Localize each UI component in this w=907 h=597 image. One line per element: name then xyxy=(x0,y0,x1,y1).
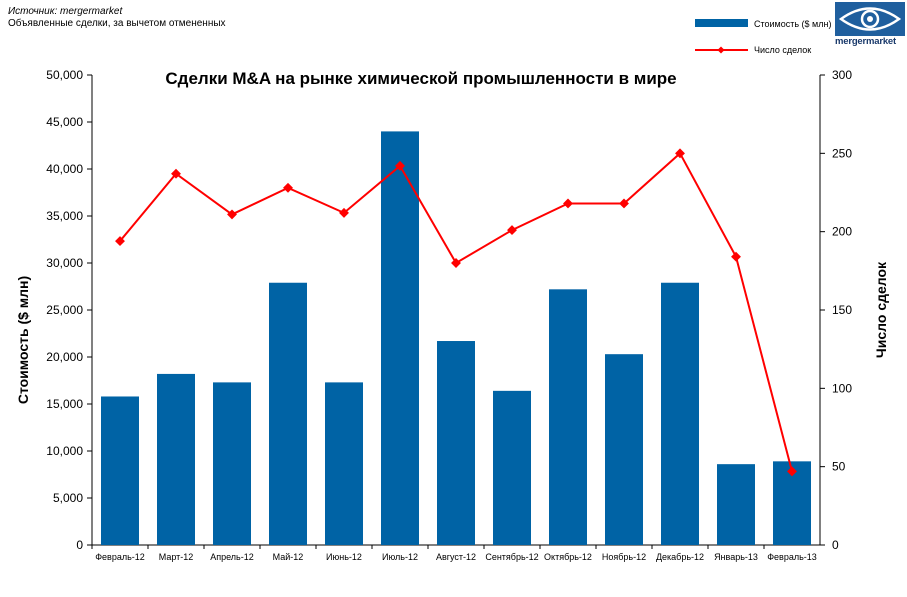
left-tick-label: 50,000 xyxy=(46,68,83,82)
line-point xyxy=(283,182,293,193)
right-axis-title: Число сделок xyxy=(873,261,889,358)
right-tick-label: 0 xyxy=(832,538,839,552)
bar xyxy=(717,464,755,545)
x-tick-label: Май-12 xyxy=(273,552,304,562)
source-note: Источник: mergermarket xyxy=(8,6,123,17)
left-tick-label: 35,000 xyxy=(46,209,83,223)
line-point xyxy=(563,198,573,209)
right-tick-label: 300 xyxy=(832,68,852,82)
logo-eye-icon xyxy=(835,2,905,36)
line-point xyxy=(395,160,405,171)
logo-text: mergermarket xyxy=(835,36,896,47)
line-point xyxy=(675,148,685,159)
line-point xyxy=(115,236,125,247)
left-axis-title: Стоимость ($ млн) xyxy=(15,276,31,404)
left-tick-label: 10,000 xyxy=(46,444,83,458)
x-tick-label: Январь-13 xyxy=(714,552,758,562)
right-tick-label: 100 xyxy=(832,381,852,395)
chart-title: Сделки M&A на рынке химической промышлен… xyxy=(165,69,676,88)
line-point xyxy=(507,225,517,236)
legend-line-label: Число сделок xyxy=(754,45,811,55)
deals-note: Объявленные сделки, за вычетом отмененны… xyxy=(8,18,226,29)
bar xyxy=(325,382,363,545)
x-tick-label: Апрель-12 xyxy=(210,552,254,562)
bar xyxy=(437,341,475,545)
bar xyxy=(157,373,195,545)
left-tick-label: 30,000 xyxy=(46,256,83,270)
bar xyxy=(661,282,699,545)
line-point xyxy=(619,198,629,209)
right-tick-label: 250 xyxy=(832,146,852,160)
x-tick-label: Февраль-13 xyxy=(767,552,817,562)
bar xyxy=(605,354,643,545)
bar xyxy=(381,131,419,545)
x-tick-label: Август-12 xyxy=(436,552,476,562)
left-tick-label: 15,000 xyxy=(46,397,83,411)
legend-bar-label: Стоимость ($ млн) xyxy=(754,19,831,29)
x-tick-label: Февраль-12 xyxy=(95,552,145,562)
bar xyxy=(269,282,307,545)
x-tick-label: Октябрь-12 xyxy=(544,552,592,562)
bar xyxy=(493,390,531,545)
left-tick-label: 20,000 xyxy=(46,350,83,364)
right-tick-label: 150 xyxy=(832,303,852,317)
x-tick-label: Ноябрь-12 xyxy=(602,552,646,562)
bar xyxy=(213,382,251,545)
line-point xyxy=(339,207,349,218)
right-tick-label: 200 xyxy=(832,225,852,239)
line-point xyxy=(787,466,797,477)
line-point xyxy=(451,258,461,268)
line-point xyxy=(171,168,181,179)
x-tick-label: Декабрь-12 xyxy=(656,552,704,562)
x-tick-label: Март-12 xyxy=(159,552,194,562)
left-tick-label: 5,000 xyxy=(53,491,83,505)
bar xyxy=(549,289,587,545)
x-tick-label: Июль-12 xyxy=(382,552,418,562)
right-tick-label: 50 xyxy=(832,460,846,474)
line-point xyxy=(227,209,237,220)
bar xyxy=(101,396,139,545)
line-point xyxy=(731,251,741,262)
x-tick-label: Сентябрь-12 xyxy=(485,552,538,562)
legend-line-marker xyxy=(717,46,725,54)
left-tick-label: 0 xyxy=(76,538,83,552)
left-tick-label: 45,000 xyxy=(46,115,83,129)
x-tick-label: Июнь-12 xyxy=(326,552,362,562)
left-tick-label: 40,000 xyxy=(46,162,83,176)
legend-bar-swatch xyxy=(695,19,748,27)
mergermarket-logo: mergermarket xyxy=(835,2,905,48)
left-tick-label: 25,000 xyxy=(46,303,83,317)
